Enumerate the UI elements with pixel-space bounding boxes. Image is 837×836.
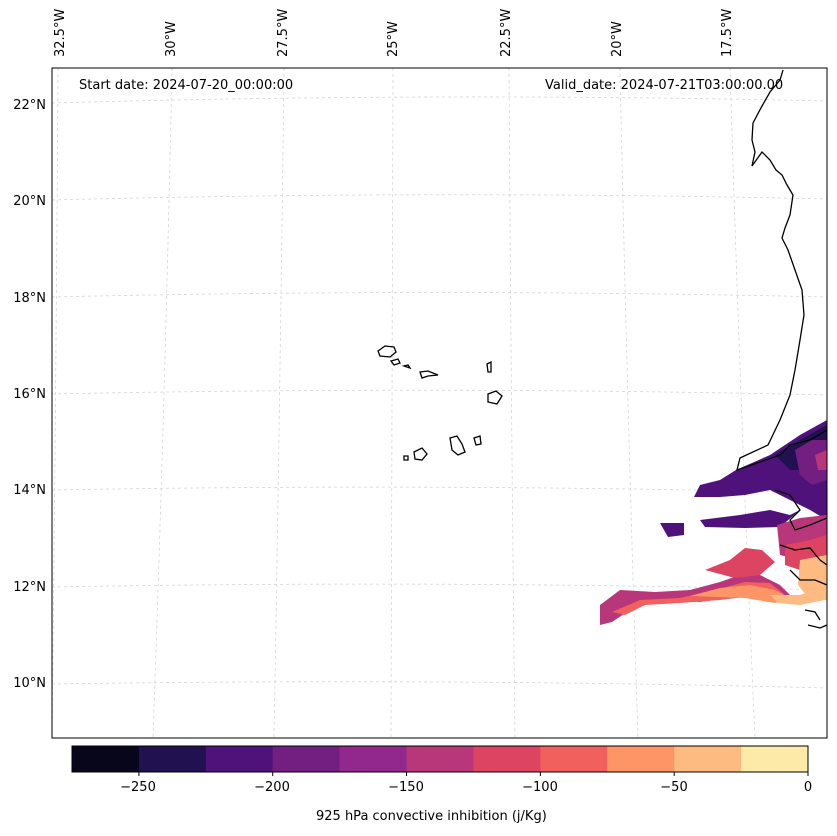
cin-region-patch-2 (770, 590, 825, 605)
cin-region-south-band (700, 510, 800, 528)
cin-region-band-light (690, 585, 790, 603)
cape-verde-fogo (413, 447, 428, 461)
africa-coast (736, 69, 828, 472)
lat-label-18n: 18°N (13, 291, 46, 306)
cin-region-inner (815, 450, 827, 470)
lat-label-20n: 20°N (13, 194, 46, 209)
cape-verde-sal (486, 360, 492, 373)
colorbar-tick-label: −150 (388, 780, 424, 795)
colorbar-tick-label: −50 (660, 780, 688, 795)
lat-label-12n: 12°N (13, 580, 46, 595)
lat-label-22n: 22°N (13, 98, 46, 113)
cape-verde-boa-vista (487, 390, 503, 405)
cape-verde-sao-vicente (389, 358, 401, 366)
cin-contours (600, 420, 827, 625)
valid-date-label: Valid_date: 2024-07-21T03:00:00.00 (545, 78, 784, 93)
lat-label-10n: 10°N (13, 676, 46, 691)
cin-region-patch (705, 548, 775, 578)
cin-region-small-blob (660, 523, 684, 537)
colorbar-tick-label: −100 (522, 780, 558, 795)
cape-verde-santa-luzia (401, 364, 412, 370)
cin-region-east (798, 555, 827, 600)
lat-label-16n: 16°N (13, 387, 46, 402)
cape-verde-sao-nicolau (419, 370, 439, 379)
lat-label-14n: 14°N (13, 483, 46, 498)
graticule (51, 67, 828, 739)
map-frame (51, 67, 828, 739)
cape-verde-brava (403, 455, 409, 461)
start-date-label: Start date: 2024-07-20_00:00:00 (79, 78, 294, 93)
cape-verde-santiago (449, 435, 466, 456)
cape-verde-maio (473, 435, 482, 446)
colorbar-tick-label: −200 (254, 780, 290, 795)
coastlines (377, 69, 828, 629)
colorbar-tick-label: 0 (803, 780, 813, 795)
cape-verde-santo-antao (377, 345, 397, 358)
africa-coast-south (774, 489, 828, 629)
colorbar-tick-label: −250 (120, 780, 156, 795)
colorbar-title: 925 hPa convective inhibition (j/Kg) (316, 809, 547, 824)
cin-region-mid (795, 440, 827, 485)
